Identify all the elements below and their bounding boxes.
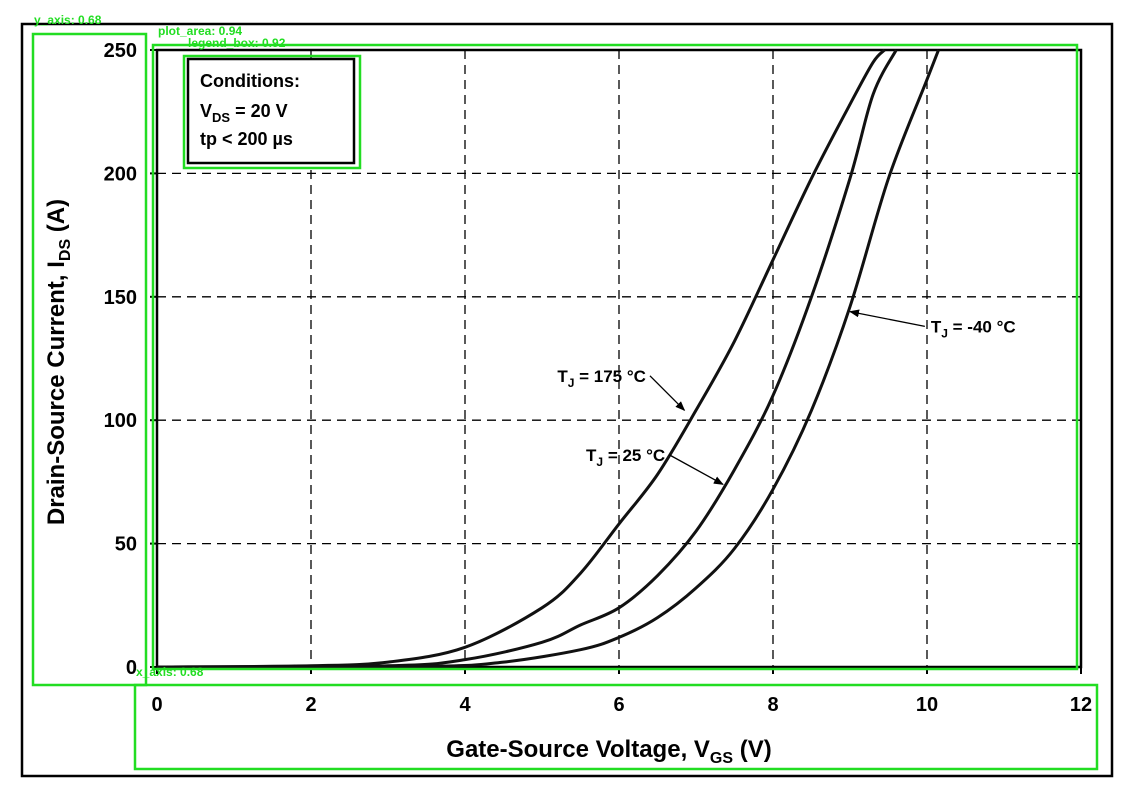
annotation-label-tj175: TJ = 175 °C [557,367,646,390]
x-tick-label-10: 10 [916,694,938,716]
annotation-tjm40: TJ = -40 °C [849,309,1016,340]
legend-line-tp: tp < 200 µs [200,129,293,149]
legend-line-conditions: Conditions: [200,71,300,91]
y-tick-label-200: 200 [104,163,137,185]
y-axis-title: Drain-Source Current, IDS (A) [43,199,74,525]
detection-box-plot-area [151,43,1079,671]
x-tick-label-8: 8 [767,694,778,716]
legend-box: Conditions: VDS = 20 V tp < 200 µs [186,57,356,165]
detection-label-x-axis: x_axis: 0.68 [136,665,204,679]
x-axis-title: Gate-Source Voltage, VGS (V) [446,736,771,767]
detection-box-y-axis [31,32,148,687]
x-tick-label-4: 4 [459,694,471,716]
detection-label-y-axis: y_axis: 0.68 [34,13,102,27]
detection-label-legend: legend_box: 0.92 [188,36,286,50]
x-tick-label-0: 0 [151,694,162,716]
series-line-tj175 [156,48,886,669]
x-tick-label-12: 12 [1070,694,1092,716]
x-tick-label-2: 2 [305,694,316,716]
legend-line-vds: VDS = 20 V [200,101,288,125]
annotation-label-tj25: TJ = 25 °C [586,446,665,469]
grid-lines [157,50,1081,667]
x-tick-label-6: 6 [613,694,624,716]
legend-frame [186,57,356,165]
detection-box-x-axis [133,683,1099,771]
detection-box-legend [182,54,362,170]
detection-overlay: y_axis: 0.68 plot_area: 0.94 legend_box:… [31,13,1099,771]
y-tick-label-250: 250 [104,40,137,62]
annotation-arrow-tj25 [668,454,724,485]
series-line-tj25 [156,49,898,669]
detection-label-plot-area: plot_area: 0.94 [158,24,242,38]
annotation-tj25: TJ = 25 °C [586,446,724,485]
annotation-tj175: TJ = 175 °C [557,367,686,412]
annotation-arrow-tjm40 [849,309,925,328]
y-tick-label-100: 100 [104,410,137,432]
series-lines [156,48,940,669]
series-annotations: TJ = 175 °C TJ = 25 °C TJ = -40 °C [557,309,1016,485]
y-tick-label-0: 0 [126,657,137,679]
annotation-label-tjm40: TJ = -40 °C [931,317,1016,340]
series-line-tjm40 [156,49,940,669]
y-tick-label-50: 50 [115,534,137,556]
y-tick-label-150: 150 [104,287,137,309]
annotation-arrow-tj175 [649,375,686,412]
